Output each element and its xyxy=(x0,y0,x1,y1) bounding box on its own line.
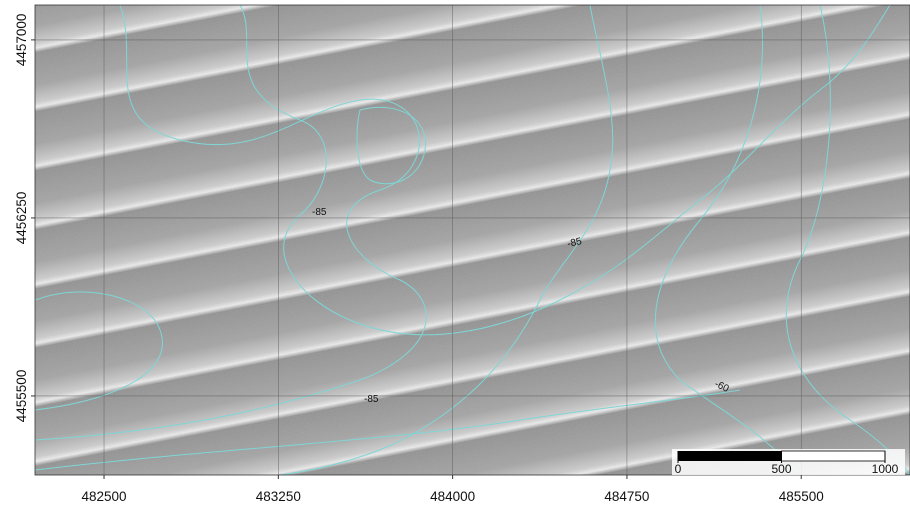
scale-bar-segment xyxy=(678,451,782,461)
contour-label: -85 xyxy=(364,394,379,405)
scale-bar-label: 1000 xyxy=(872,462,899,476)
y-tick-label: 4457000 xyxy=(14,14,29,67)
x-tick-label: 485500 xyxy=(779,489,824,504)
scale-bar-segment xyxy=(781,450,886,462)
y-tick-label: 4455500 xyxy=(14,370,29,423)
x-tick-label: 483250 xyxy=(256,489,301,504)
contours xyxy=(35,5,910,475)
x-tick-label: 484750 xyxy=(604,489,649,504)
map-frame xyxy=(34,4,910,476)
contour-label: -85 xyxy=(566,236,583,250)
scale-bar-label: 0 xyxy=(675,462,682,476)
scale-bar-label: 500 xyxy=(771,462,791,476)
x-tick-label: 482500 xyxy=(81,489,126,504)
contour-label: -85 xyxy=(312,207,327,218)
grid xyxy=(31,5,910,479)
sonar-image xyxy=(35,5,910,475)
y-tick-label: 4456250 xyxy=(14,192,29,245)
scale-bar: 0 500 1000 xyxy=(672,449,905,476)
x-tick-label: 484000 xyxy=(430,489,475,504)
